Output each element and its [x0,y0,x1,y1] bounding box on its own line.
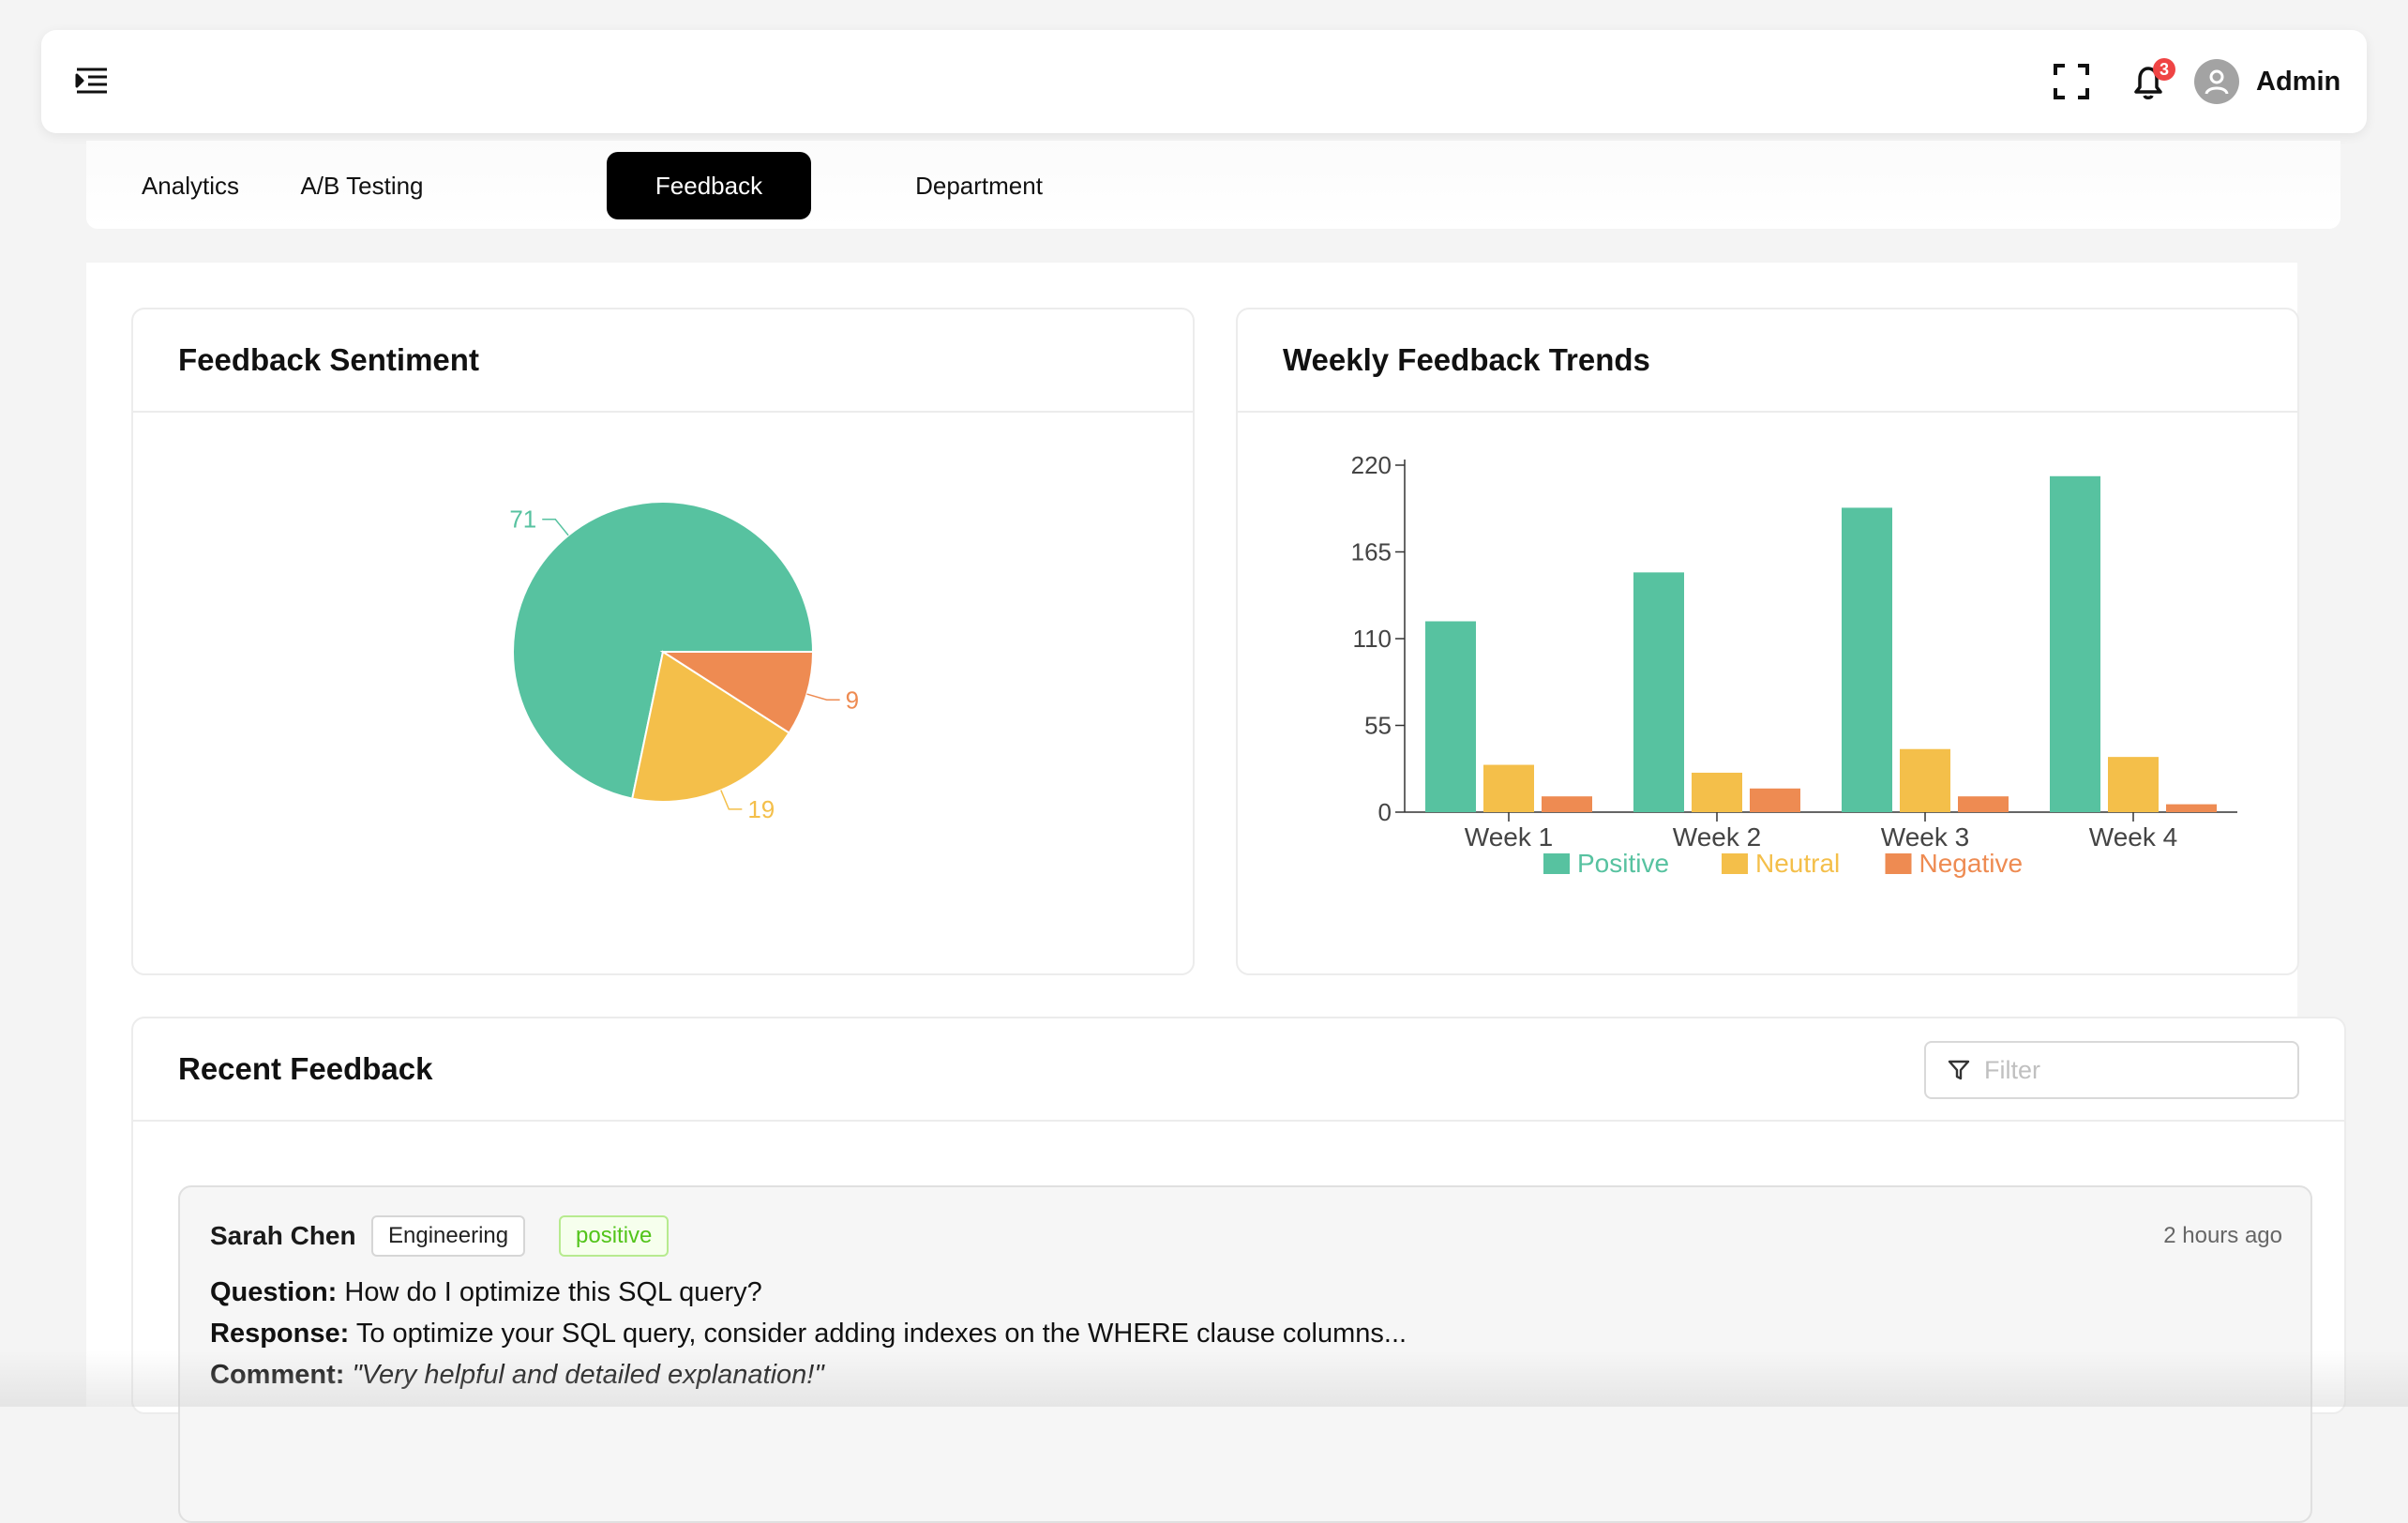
pie-data-label: 19 [747,795,775,823]
bar-neutral [1900,748,1950,812]
legend-swatch-positive [1543,853,1570,874]
bar-positive [2050,475,2100,812]
y-tick-label: 0 [1378,798,1392,826]
bar-negative [1958,796,2009,812]
department-tag: Engineering [371,1215,526,1257]
legend-swatch-neutral [1722,853,1748,874]
pie-data-label: 71 [509,505,536,534]
bar-negative [2166,804,2217,812]
legend-label: Neutral [1755,849,1840,878]
tab-feedback[interactable]: Feedback [607,152,811,219]
card-title: Weekly Feedback Trends [1283,342,1650,377]
comment-label: Comment: [210,1360,345,1390]
bar-neutral [1483,764,1534,812]
x-tick-label: Week 4 [2089,822,2177,852]
feedback-question: Question: How do I optimize this SQL que… [210,1277,762,1308]
y-tick-label: 110 [1353,625,1392,653]
feedback-user-name: Sarah Chen [210,1221,356,1250]
legend-label: Positive [1577,849,1669,878]
pie-data-label: 9 [846,686,859,714]
bar-neutral [1692,772,1742,812]
response-text: To optimize your SQL query, consider add… [355,1319,1407,1349]
pie-label-line [806,693,840,701]
tab-department[interactable]: Department [915,171,1043,200]
x-tick-label: Week 3 [1881,822,1969,852]
tab-ab-testing[interactable]: A/B Testing [300,171,424,200]
filter-field[interactable] [1924,1041,2299,1099]
user-menu[interactable]: Admin [2194,58,2340,105]
y-tick-label: 165 [1351,538,1392,566]
sentiment-card: Feedback Sentiment 71 19 9 [131,308,1195,975]
bar-positive [1633,572,1684,812]
trends-card: Weekly Feedback Trends 0 55 110 165 220 Week … [1236,308,2299,975]
notifications-button[interactable]: 3 [2127,58,2175,105]
feedback-response: Response: To optimize your SQL query, co… [210,1319,1407,1350]
bar-neutral [2108,757,2159,812]
tab-bar: Analytics A/B Testing Feedback Departmen… [86,141,2340,229]
user-icon [2205,69,2229,95]
feedback-comment: Comment: "Very helpful and detailed expl… [210,1360,824,1391]
notification-count-badge: 3 [2153,58,2175,81]
recent-feedback-card: Recent Feedback Sarah Chen Engineering p… [131,1017,2346,1523]
bar-negative [1542,796,1592,812]
fullscreen-icon [2054,64,2089,99]
feedback-timestamp: 2 hours ago [2163,1223,2282,1248]
sentiment-pie-chart: 71 19 9 [509,501,859,823]
filter-input[interactable] [1982,1054,2286,1086]
pie-slice-neutral [631,650,790,803]
legend-swatch-negative [1885,853,1912,874]
legend-label: Negative [1919,849,2024,878]
question-label: Question: [210,1277,338,1307]
x-tick-label: Week 2 [1673,822,1761,852]
pie-label-line [720,790,743,810]
pie-slice-negative [659,651,815,734]
feedback-item[interactable]: Sarah Chen Engineering positive 2 hours … [178,1185,2312,1523]
response-label: Response: [210,1319,350,1349]
sentiment-tag: positive [559,1215,670,1257]
weekly-trends-bar-chart: 0 55 110 165 220 Week 1 Week 2 Week 3 Week 4 Posi… [1351,451,2237,878]
bar-negative [1750,788,1800,812]
y-tick-label: 220 [1351,451,1392,479]
tab-analytics[interactable]: Analytics [141,171,240,200]
y-tick-label: 55 [1364,712,1392,740]
x-tick-label: Week 1 [1465,822,1553,852]
card-title: Feedback Sentiment [178,342,479,377]
main-content: Feedback Sentiment 71 19 9 Weekly Feedback… [86,263,2346,1523]
pie-label-line [542,518,569,536]
bar-positive [1425,621,1476,812]
card-title: Recent Feedback [178,1051,433,1086]
filter-icon [1948,1060,1970,1080]
fullscreen-button[interactable] [2050,60,2093,103]
top-header: 3 Admin [41,30,2367,133]
menu-indent-icon[interactable] [73,64,111,101]
avatar [2194,59,2239,104]
bar-positive [1842,507,1892,812]
pie-slice-positive [512,501,815,800]
comment-text: "Very helpful and detailed explanation!" [352,1360,824,1390]
user-name: Admin [2256,66,2341,97]
question-text: How do I optimize this SQL query? [344,1277,762,1307]
